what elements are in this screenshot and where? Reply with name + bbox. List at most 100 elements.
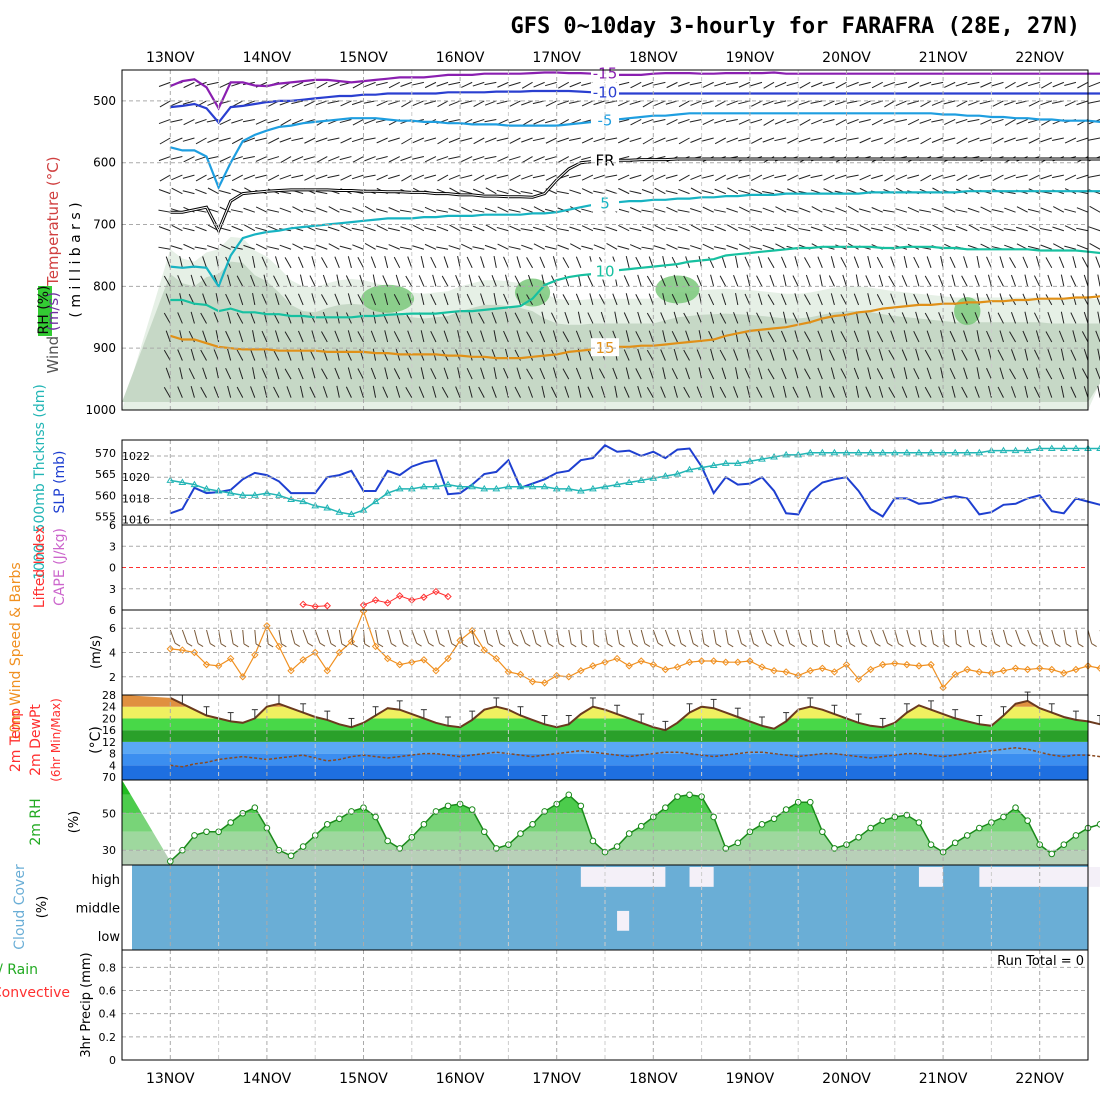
wind-barb-flag: [619, 643, 625, 648]
wind-barb-upper: [931, 174, 944, 181]
wind-barb-upper: [804, 257, 811, 269]
wind-barb-flag: [281, 643, 287, 648]
wind-barb-upper: [991, 208, 1004, 213]
wind-barb-upper: [328, 243, 340, 250]
wind-barb-upper: [913, 330, 920, 343]
wind-barb-10m: [399, 629, 404, 644]
wind-barb-upper: [460, 100, 473, 105]
wind-barb-upper: [677, 209, 690, 213]
wind-barb-upper: [847, 81, 859, 88]
wind-barb-upper: [625, 256, 630, 268]
wind-barb-upper: [727, 187, 739, 195]
wind-barb-upper: [478, 275, 485, 287]
tick-label-li: 0: [109, 562, 116, 575]
wind-barb-upper: [1004, 207, 1016, 213]
tick-label-rh: 50: [102, 807, 116, 820]
wind-barb-upper: [286, 274, 292, 287]
wind-barb-upper: [231, 174, 243, 182]
wind-barb-upper: [1024, 311, 1029, 324]
wind-barb-upper: [907, 100, 920, 105]
wind-barb-flag: [352, 643, 358, 648]
wind-barb-upper: [690, 187, 702, 195]
wind-barb-upper: [943, 137, 956, 142]
wind-barb-upper: [835, 81, 847, 89]
wind-barb-upper: [315, 174, 328, 180]
wind-barb-upper: [1052, 174, 1064, 179]
wind-barb-upper: [830, 256, 835, 268]
wind-speed-point: [577, 667, 585, 675]
wind-barb-upper: [733, 349, 739, 361]
wind-barb-upper: [660, 275, 666, 287]
wind-barb-upper: [882, 209, 895, 213]
rh-point: [444, 802, 452, 810]
wind-barb-upper: [484, 118, 497, 123]
isotherm-label-bg: [591, 150, 619, 169]
wind-barb-upper: [311, 367, 316, 380]
wind-barb-flag: [766, 642, 773, 647]
ylabel-temp: 2m DewPt: [28, 704, 44, 776]
wind-barb-upper: [842, 274, 847, 287]
wind-barb-upper: [159, 137, 171, 145]
wind-barb-upper: [1081, 294, 1089, 306]
rh-point: [1012, 804, 1019, 812]
wind-barb-upper: [710, 385, 715, 398]
wind-barb-upper: [213, 349, 220, 361]
wind-barb-upper: [1095, 330, 1100, 343]
wind-barb-upper: [999, 293, 1004, 306]
wind-barb-upper: [340, 137, 352, 144]
wind-barb-upper: [976, 255, 980, 268]
wind-barb-upper: [666, 81, 678, 89]
wind-barb-upper: [503, 293, 509, 306]
wind-barb-upper: [751, 174, 763, 181]
wind-barb-upper: [218, 190, 231, 195]
wind-barb-upper: [491, 274, 497, 287]
wind-barb-upper: [735, 330, 739, 343]
isotherm-label: 10: [595, 263, 614, 281]
wind-barb-upper: [780, 367, 787, 380]
wind-barb-upper: [804, 368, 811, 380]
wind-barb-upper: [696, 312, 703, 324]
wind-barb-upper: [520, 191, 533, 195]
cloud-clear-block: [918, 867, 944, 887]
wind-barb-upper: [949, 368, 956, 380]
wind-barb-upper: [931, 207, 944, 213]
wind-barb-upper: [842, 311, 847, 324]
wind-barb-10m: [278, 629, 282, 644]
wind-speed-point: [854, 675, 863, 683]
wind-barb-upper: [1070, 386, 1077, 398]
wind-barb-upper: [581, 208, 594, 213]
rh-point: [203, 828, 210, 836]
wind-barb-10m: [1075, 629, 1079, 644]
wind-barb-10m: [737, 629, 742, 644]
wind-barb-upper: [920, 174, 932, 182]
wind-barb-upper: [757, 293, 763, 306]
tick-label-temp: 24: [102, 701, 116, 714]
wind-barb-upper: [678, 100, 690, 108]
wind-barb-upper: [1076, 227, 1089, 232]
wind-barb-upper: [291, 81, 304, 88]
rh-point: [976, 824, 983, 832]
wind-barb-upper: [835, 119, 847, 126]
wind-barb-upper: [516, 330, 521, 343]
wind-barb-upper: [738, 243, 751, 250]
rh-point: [1060, 841, 1068, 848]
wind-barb-flag: [462, 643, 468, 648]
wind-barb-10m: [326, 629, 332, 644]
wind-barb-upper: [509, 188, 521, 195]
wind-barb-upper: [991, 81, 1004, 87]
thickness-point: [335, 508, 344, 515]
wind-barb-10m: [1051, 629, 1056, 644]
wind-barb-upper: [774, 226, 787, 232]
wind-barb-upper: [678, 225, 690, 232]
wind-barb-upper: [539, 293, 546, 306]
wind-barb-upper: [858, 81, 871, 86]
wind-barb-upper: [472, 225, 485, 232]
wind-barb-upper: [297, 293, 304, 306]
wind-speed-line: [170, 609, 1100, 689]
wind-barb-upper: [598, 368, 606, 380]
wind-barb-upper: [509, 100, 521, 107]
wind-barb-upper: [951, 311, 956, 324]
wind-barb-upper: [412, 224, 425, 232]
wind-barb-upper: [756, 349, 763, 361]
